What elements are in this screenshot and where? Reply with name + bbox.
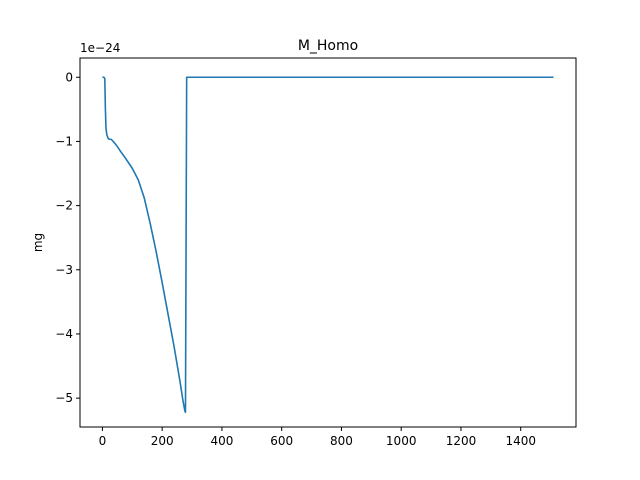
x-tick-label: 0 <box>99 434 107 448</box>
x-axis: 0 200 400 600 800 1000 1200 1400 <box>99 427 536 448</box>
x-tick-label: 1000 <box>386 434 417 448</box>
y-tick-label: −3 <box>55 263 73 277</box>
x-tick-label: 200 <box>151 434 174 448</box>
y-tick-label: −4 <box>55 327 73 341</box>
x-tick-label: 1200 <box>446 434 477 448</box>
y-axis-offset-text: 1e−24 <box>80 41 120 55</box>
x-tick-label: 600 <box>270 434 293 448</box>
x-tick-label: 1400 <box>505 434 536 448</box>
x-tick-label: 800 <box>330 434 353 448</box>
chart-title: M_Homo <box>298 38 358 54</box>
y-axis-label: mg <box>31 233 45 252</box>
series-line <box>102 76 554 414</box>
y-tick-label: −1 <box>55 134 73 148</box>
y-tick-label: −5 <box>55 391 73 405</box>
y-tick-label: 0 <box>65 70 73 84</box>
y-tick-label: −2 <box>55 199 73 213</box>
axes-frame <box>79 57 577 428</box>
y-axis: 0 −1 −2 −3 −4 −5 <box>55 70 80 405</box>
plot-area <box>102 76 554 414</box>
x-tick-label: 400 <box>210 434 233 448</box>
